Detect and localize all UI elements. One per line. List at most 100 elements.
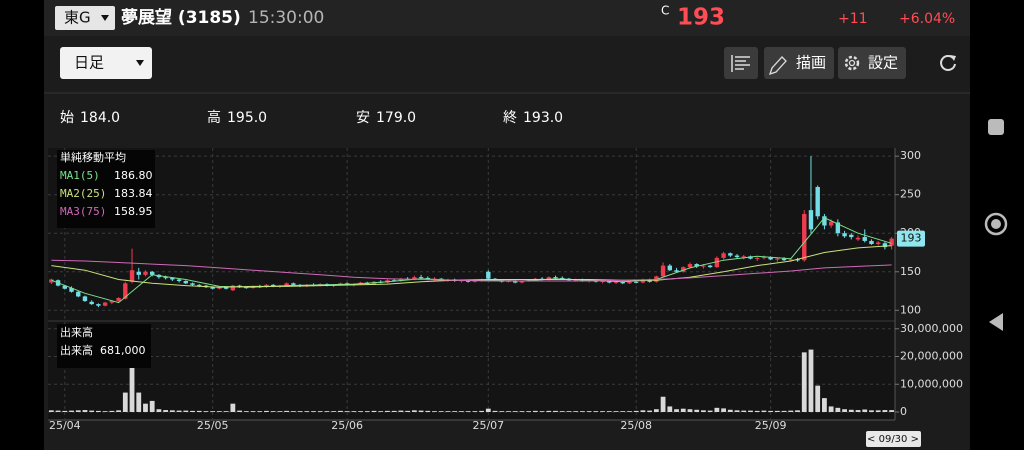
volume-bar <box>781 410 787 412</box>
candle-body <box>412 277 417 280</box>
candle-body <box>849 234 854 238</box>
volume-bar <box>539 411 545 412</box>
x-tick-label: 25/07 <box>472 419 504 432</box>
ma-line <box>51 245 892 288</box>
ohlc-label: 終 <box>503 110 517 126</box>
candle-body <box>96 304 101 306</box>
volume-bar <box>519 411 525 412</box>
candle-body <box>82 296 88 302</box>
volume-bar <box>559 411 565 412</box>
market-select[interactable] <box>55 6 115 30</box>
legend-box <box>57 324 151 368</box>
candle-body <box>217 287 222 289</box>
candle-body <box>116 297 121 302</box>
candle-body <box>486 271 491 279</box>
ohlc-label: 安 <box>356 110 370 126</box>
candle-body <box>270 284 276 287</box>
candle-body <box>398 278 404 282</box>
stock-name: 夢展望 (3185) <box>121 7 241 28</box>
candle-body <box>788 259 794 261</box>
volume-bar <box>425 410 431 412</box>
candle-body <box>741 256 746 258</box>
volume-bar <box>801 352 807 412</box>
candle-body <box>291 283 296 285</box>
candle-body <box>163 277 168 279</box>
dropdown-arrow <box>136 60 144 66</box>
volume-bar <box>721 408 726 412</box>
candle-body <box>795 259 800 261</box>
volume-bar <box>264 410 269 412</box>
volume-bar <box>331 411 337 412</box>
settings-button[interactable] <box>838 47 906 79</box>
legend-name: MA3(75) <box>60 205 106 218</box>
volume-bar <box>290 411 296 412</box>
volume-bar <box>485 408 491 412</box>
nav-recents[interactable] <box>988 119 1004 135</box>
y-tick-label: 300 <box>900 149 921 162</box>
settings-label: 設定 <box>868 54 898 72</box>
draw-label: 描画 <box>796 54 826 72</box>
nav-home[interactable] <box>984 212 1008 236</box>
nav-back[interactable] <box>989 313 1003 331</box>
volume-bar <box>163 410 169 412</box>
candle-body <box>284 283 289 286</box>
candle-body <box>190 283 195 285</box>
candle-body <box>781 258 787 261</box>
volume-bar <box>774 410 780 412</box>
volume-bar <box>687 409 693 412</box>
candle-body <box>607 281 612 283</box>
candle-body <box>183 281 189 284</box>
volume-bar <box>553 410 558 412</box>
candle-body <box>143 271 148 275</box>
list-icon <box>731 55 750 72</box>
legend-name: MA2(25) <box>60 187 106 200</box>
volume-bar <box>707 410 713 412</box>
x-tick-label: 25/08 <box>620 419 652 432</box>
volume-bar <box>324 411 330 412</box>
candle-body <box>109 301 115 303</box>
volume-bar <box>586 411 592 412</box>
candle-body <box>721 253 726 258</box>
ohlc-value: 184.0 <box>80 110 120 126</box>
price-badge-label: 193 <box>901 232 922 245</box>
candle-body <box>210 287 215 289</box>
refresh-icon[interactable] <box>940 55 956 71</box>
volume-bar <box>257 411 263 412</box>
volume-bar <box>136 392 142 412</box>
candle-body <box>869 240 874 245</box>
volume-bar <box>55 410 61 412</box>
volume-bar <box>438 411 444 412</box>
price-flag: C <box>661 4 669 18</box>
volume-bar <box>627 411 632 412</box>
volume-bar <box>82 410 88 412</box>
volume-bar <box>822 398 827 412</box>
refresh-arrow <box>950 55 956 61</box>
volume-bar <box>768 410 774 412</box>
volume-bar <box>143 403 148 412</box>
candle-body <box>842 233 847 237</box>
legend-name: MA1(5) <box>60 169 100 182</box>
period-select[interactable] <box>60 47 152 79</box>
candle-body <box>828 221 834 226</box>
volume-bar <box>243 411 249 412</box>
volume-bar <box>647 410 653 412</box>
volume-bar <box>96 410 101 412</box>
volume-bar <box>869 410 874 412</box>
volume-bar <box>862 409 868 412</box>
volume-bar <box>62 410 68 412</box>
draw-button[interactable] <box>764 47 834 79</box>
change: +11 <box>838 11 868 27</box>
legend-value: 183.84 <box>114 187 153 200</box>
volume-bar <box>808 349 814 412</box>
y-tick-label: 100 <box>900 303 921 316</box>
volume-bar <box>116 410 121 412</box>
candle-body <box>49 279 54 283</box>
indicator-button[interactable] <box>724 47 758 79</box>
candle-body <box>734 255 740 258</box>
volume-bar <box>217 411 222 412</box>
candle-body <box>129 270 135 282</box>
cursor-box <box>866 431 921 447</box>
volume-bar <box>653 409 659 412</box>
